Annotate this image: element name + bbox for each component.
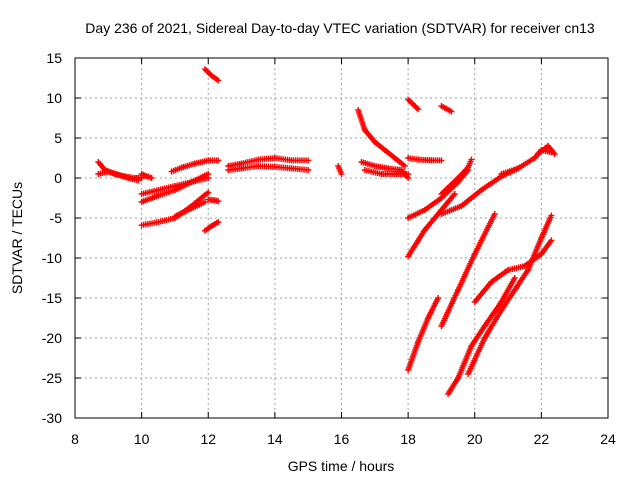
series-s8 xyxy=(171,199,208,220)
y-tick-label: 0 xyxy=(54,170,62,186)
series-s13 xyxy=(225,163,312,173)
data-point xyxy=(215,198,222,205)
series-s28 xyxy=(438,211,498,329)
series-s14 xyxy=(335,163,345,177)
data-point xyxy=(468,156,475,163)
data-point xyxy=(491,211,498,217)
axis-ticks: 8 10 12 14 16 18 20 22 24 -30 -25 -20 -15 -10 -5 0 5 10 15 xyxy=(42,50,616,447)
data-point xyxy=(205,175,212,181)
data-point xyxy=(305,167,312,173)
series-s7 xyxy=(138,189,212,229)
x-axis-label: GPS time / hours xyxy=(288,458,395,474)
data-point xyxy=(215,77,222,84)
x-tick-label: 24 xyxy=(600,431,616,447)
series-s22 xyxy=(438,156,475,197)
chart-title: Day 236 of 2021, Sidereal Day-to-day VTE… xyxy=(85,20,595,36)
series-s23 xyxy=(405,191,458,260)
data-point xyxy=(205,189,212,196)
y-tick-label: 15 xyxy=(46,50,62,66)
x-tick-label: 14 xyxy=(267,431,283,447)
series-s6 xyxy=(168,157,222,175)
data-point xyxy=(438,157,445,164)
y-tick-label: 10 xyxy=(46,90,62,106)
x-tick-label: 8 xyxy=(71,431,79,447)
x-tick-label: 16 xyxy=(334,431,350,447)
y-axis-label: SDTVAR / TECUs xyxy=(9,182,25,294)
data-point xyxy=(435,295,442,301)
x-tick-label: 20 xyxy=(467,431,483,447)
series-s2 xyxy=(95,168,142,184)
y-tick-label: -10 xyxy=(42,250,62,266)
data-point xyxy=(511,275,518,281)
series-s19 xyxy=(405,96,422,113)
y-tick-label: 5 xyxy=(54,130,62,146)
x-tick-label: 10 xyxy=(134,431,150,447)
x-tick-label: 22 xyxy=(534,431,550,447)
y-tick-label: -20 xyxy=(42,330,62,346)
series-s21 xyxy=(405,167,472,221)
data-point xyxy=(148,175,155,181)
y-tick-label: -5 xyxy=(50,210,63,226)
data-point xyxy=(215,219,222,225)
data-point xyxy=(548,212,555,219)
data-point xyxy=(215,157,222,164)
data-points xyxy=(95,66,558,397)
grid-lines xyxy=(75,58,608,418)
data-point xyxy=(401,163,408,169)
series-s5 xyxy=(138,175,212,197)
series-s25 xyxy=(498,147,555,177)
y-tick-label: -30 xyxy=(42,410,62,426)
data-point xyxy=(451,191,458,197)
data-point xyxy=(415,106,422,113)
data-point xyxy=(338,171,345,177)
series-s17 xyxy=(361,167,412,177)
series-s3 xyxy=(138,171,155,181)
data-point xyxy=(405,171,412,177)
series-s20 xyxy=(438,103,455,115)
x-tick-label: 18 xyxy=(400,431,416,447)
data-point xyxy=(551,151,558,157)
series-s12 xyxy=(225,155,312,169)
data-point xyxy=(201,199,208,205)
series-s9 xyxy=(205,196,222,205)
series-s26 xyxy=(535,143,558,157)
y-tick-label: -25 xyxy=(42,370,62,386)
x-tick-label: 12 xyxy=(200,431,216,447)
series-s15 xyxy=(355,107,408,169)
data-point xyxy=(305,157,312,164)
data-point xyxy=(548,237,555,244)
data-point xyxy=(448,108,455,115)
data-point xyxy=(135,177,142,184)
y-tick-label: -15 xyxy=(42,290,62,306)
series-s18 xyxy=(405,155,445,164)
series-s29 xyxy=(445,275,518,397)
series-s10 xyxy=(201,219,222,234)
series-s27 xyxy=(405,295,442,373)
series-s11 xyxy=(201,66,222,84)
series-s31 xyxy=(471,237,555,305)
